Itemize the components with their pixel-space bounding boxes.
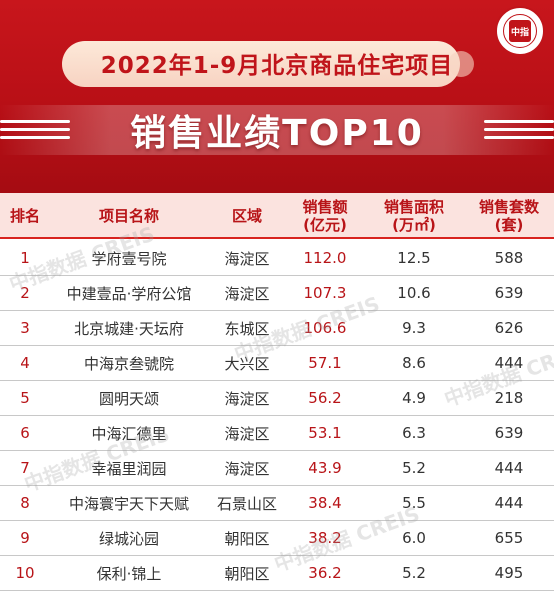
subtitle-ribbon [0,105,554,155]
cell-sales-amount: 106.6 [303,319,347,337]
table-row: 7 幸福里润园 海淀区 43.9 5.2 444 [0,451,554,486]
cell-sales-amount: 53.1 [308,424,342,442]
table-row: 6 中海汇德里 海淀区 53.1 6.3 639 [0,416,554,451]
cell-sales-amount: 56.2 [308,389,342,407]
cell-rank: 1 [20,249,30,267]
cell-sales-units: 639 [494,284,524,302]
cell-project-name: 圆明天颂 [98,389,159,408]
column-header-sales-units: 销售套数 (套) [478,198,539,234]
cell-sales-area: 6.3 [402,424,426,442]
cell-sales-units: 639 [494,424,524,442]
cell-district: 海淀区 [224,459,270,478]
cell-sales-amount: 112.0 [303,249,347,267]
cell-rank: 5 [20,389,30,407]
cell-sales-units: 495 [494,564,524,582]
cell-rank: 4 [20,354,30,372]
cell-sales-amount: 36.2 [308,564,342,582]
cell-rank: 9 [20,529,30,547]
cell-sales-units: 444 [494,354,524,372]
header-banner: 2022年1-9月北京商品住宅项目 销售业绩TOP10 中指 [0,0,554,193]
title-background-bar [62,41,474,87]
logo-mark: 中指 [509,20,531,42]
cell-sales-amount: 57.1 [308,354,342,372]
column-header-sales-amount: 销售额 (亿元) [302,198,348,234]
cell-rank: 3 [20,319,30,337]
cell-sales-amount: 38.4 [308,494,342,512]
cell-sales-area: 5.5 [402,494,426,512]
decorative-stripes-left [0,120,70,140]
column-header-rank: 排名 [9,207,40,225]
cell-rank: 10 [15,564,35,582]
cell-sales-amount: 38.2 [308,529,342,547]
cell-district: 海淀区 [224,284,270,303]
cell-sales-area: 5.2 [402,564,426,582]
cell-project-name: 学府壹号院 [91,249,167,268]
cell-rank: 2 [20,284,30,302]
ranking-table: 排名 项目名称 区域 销售额 (亿元) 销售面积 (万㎡) 销售套数 (套) 1… [0,193,554,591]
cell-sales-area: 5.2 [402,459,426,477]
table-row: 4 中海京叁號院 大兴区 57.1 8.6 444 [0,346,554,381]
cell-rank: 8 [20,494,30,512]
cell-sales-units: 626 [494,319,524,337]
cell-district: 海淀区 [224,424,270,443]
column-header-project-name: 项目名称 [98,207,159,225]
cell-sales-units: 588 [494,249,524,267]
cell-project-name: 中建壹品·学府公馆 [66,284,192,303]
cell-sales-area: 8.6 [402,354,426,372]
table-row: 2 中建壹品·学府公馆 海淀区 107.3 10.6 639 [0,276,554,311]
table-header: 排名 项目名称 区域 销售额 (亿元) 销售面积 (万㎡) 销售套数 (套) [0,193,554,239]
table-row: 3 北京城建·天坛府 东城区 106.6 9.3 626 [0,311,554,346]
logo-ring: 中指 [503,14,537,48]
cell-sales-area: 9.3 [402,319,426,337]
cell-project-name: 北京城建·天坛府 [74,319,184,338]
cell-sales-area: 4.9 [402,389,426,407]
china-index-academy-logo: 中指 [495,6,545,56]
cell-district: 朝阳区 [224,564,270,583]
table-row: 9 绿城沁园 朝阳区 38.2 6.0 655 [0,521,554,556]
table-row: 10 保利·锦上 朝阳区 36.2 5.2 495 [0,556,554,591]
cell-sales-units: 218 [494,389,524,407]
cell-sales-area: 6.0 [402,529,426,547]
cell-project-name: 中海汇德里 [91,424,167,443]
column-header-sales-area: 销售面积 (万㎡) [383,198,444,234]
cell-sales-area: 12.5 [397,249,431,267]
cell-sales-units: 444 [494,494,524,512]
page-subtitle: 销售业绩TOP10 [130,113,424,154]
cell-project-name: 幸福里润园 [91,459,167,478]
cell-district: 石景山区 [216,494,277,513]
cell-project-name: 中海寰宇天下天赋 [68,494,189,513]
cell-district: 海淀区 [224,389,270,408]
column-header-district: 区域 [231,207,262,225]
cell-sales-amount: 43.9 [308,459,342,477]
page-title: 2022年1-9月北京商品住宅项目 [100,53,454,79]
cell-sales-area: 10.6 [397,284,431,302]
cell-district: 东城区 [224,319,270,338]
cell-rank: 6 [20,424,30,442]
cell-sales-units: 655 [494,529,524,547]
cell-project-name: 中海京叁號院 [83,354,174,373]
table-row: 5 圆明天颂 海淀区 56.2 4.9 218 [0,381,554,416]
cell-district: 海淀区 [224,249,270,268]
cell-project-name: 绿城沁园 [98,529,159,548]
cell-sales-units: 444 [494,459,524,477]
table-row: 1 学府壹号院 海淀区 112.0 12.5 588 [0,241,554,276]
cell-rank: 7 [20,459,30,477]
cell-project-name: 保利·锦上 [96,564,162,583]
cell-sales-amount: 107.3 [303,284,347,302]
cell-district: 朝阳区 [224,529,270,548]
decorative-stripes-right [484,120,554,140]
cell-district: 大兴区 [224,354,270,373]
table-row: 8 中海寰宇天下天赋 石景山区 38.4 5.5 444 [0,486,554,521]
